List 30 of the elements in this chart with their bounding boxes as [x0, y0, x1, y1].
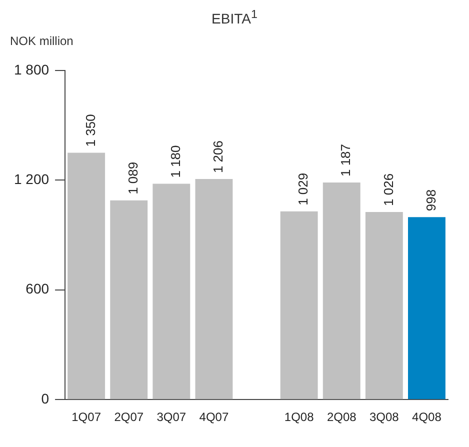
y-axis-title: NOK million	[10, 34, 74, 50]
data-label: 1 026	[380, 173, 396, 206]
y-tick-label: 600	[26, 280, 50, 297]
bar	[365, 212, 403, 400]
x-tick-label: 3Q08	[369, 410, 400, 424]
data-label: 1 187	[338, 144, 354, 177]
chart-title: EBITA$^{1}$	[210, 8, 258, 29]
y-tick-label: 1 800	[14, 61, 50, 78]
data-label: 1 029	[296, 172, 311, 206]
bar	[408, 217, 446, 400]
data-label: 1 206	[210, 140, 226, 174]
bar	[280, 211, 318, 400]
x-tick-label: 2Q07	[114, 410, 144, 424]
bar	[68, 152, 106, 400]
y-tick-label: 0	[41, 390, 50, 406]
x-tick-label: 3Q07	[156, 410, 186, 424]
data-label: 1 180	[168, 145, 183, 178]
bar	[322, 182, 360, 400]
x-tick-label: 4Q08	[412, 410, 442, 424]
bar	[152, 184, 190, 400]
bar	[195, 179, 233, 400]
data-label: 998	[423, 189, 438, 212]
x-tick-label: 1Q08	[284, 410, 314, 424]
x-tick-label: 4Q07	[199, 410, 229, 424]
bar	[110, 200, 148, 400]
data-label: 1 350	[82, 114, 98, 147]
x-tick-label: 2Q08	[326, 410, 357, 424]
y-tick-label: 1 200	[14, 170, 50, 187]
data-label: 1 089	[125, 162, 140, 194]
x-tick-label: 1Q07	[72, 410, 102, 424]
